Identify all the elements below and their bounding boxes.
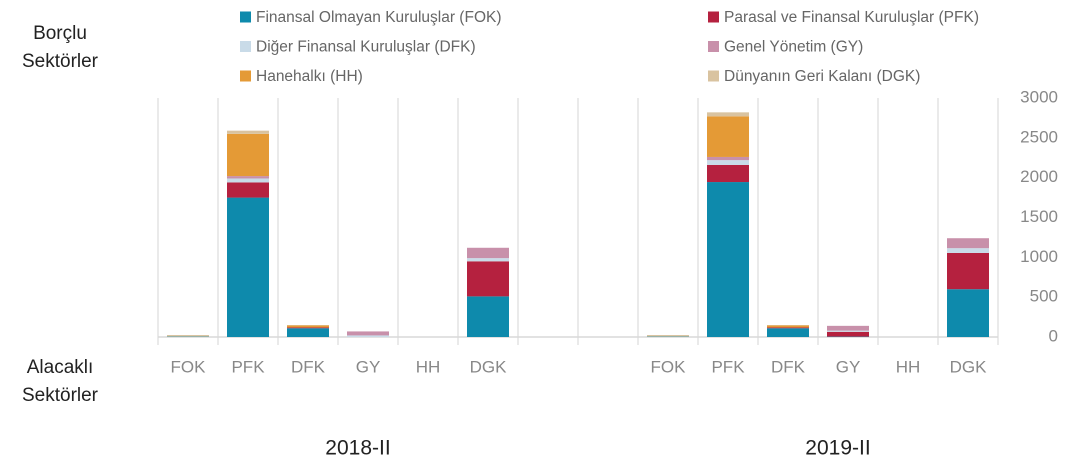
x-axis-title: Alacaklı Sektörler — [21, 357, 99, 406]
bar-segment — [227, 197, 269, 337]
x-tick-label: PFK — [231, 357, 265, 376]
bar-segment — [227, 130, 269, 134]
bar-segment — [227, 133, 269, 177]
bar-segment — [467, 258, 509, 262]
bar-segment — [947, 289, 989, 337]
legend-swatch — [240, 41, 251, 52]
legend-swatch — [708, 70, 719, 82]
x-tick-label: FOK — [651, 357, 687, 376]
bar-segment — [227, 178, 269, 183]
bar-segment — [467, 247, 509, 259]
bar-segment — [947, 238, 989, 249]
x-tick-label: DFK — [291, 357, 326, 376]
bar-segment — [227, 182, 269, 198]
bar-segment — [947, 252, 989, 290]
bar-segment — [827, 330, 869, 332]
bar-segment — [347, 335, 389, 337]
bar-segment — [347, 331, 389, 336]
y-tick-label: 3000 — [1020, 87, 1058, 106]
x-tick-label: DGK — [470, 357, 508, 376]
bar-segment — [707, 164, 749, 183]
bar-segment — [467, 261, 509, 297]
bar-segment — [827, 325, 869, 331]
bar-segment — [287, 327, 329, 329]
y-tick-label: 500 — [1030, 287, 1058, 306]
bar-segment — [707, 112, 749, 117]
bar-segment — [167, 335, 209, 337]
x-tick-label: HH — [896, 357, 921, 376]
bar-segment — [467, 296, 509, 337]
x-tick-label: FOK — [171, 357, 207, 376]
legend-label: Hanehalkı (HH) — [256, 68, 363, 85]
bar-segment — [767, 325, 809, 328]
bar-segment — [707, 160, 749, 165]
legend-swatch — [240, 11, 251, 23]
y-tick-label: 0 — [1049, 326, 1058, 345]
y-tick-label: 1500 — [1020, 207, 1058, 226]
y-tick-label: 1000 — [1020, 247, 1058, 266]
x-tick-label: GY — [836, 357, 861, 376]
bar-segment — [287, 328, 329, 337]
group-label: 2019-II — [805, 437, 870, 460]
y-axis-title: Borçlu Sektörler — [21, 23, 99, 72]
group-label: 2018-II — [325, 437, 390, 460]
x-tick-label: DFK — [771, 357, 806, 376]
bar-segment — [767, 328, 809, 337]
bar-segment — [227, 176, 269, 179]
legend-label: Genel Yönetim (GY) — [724, 39, 863, 56]
legend-swatch — [240, 70, 251, 82]
bar-segment — [767, 327, 809, 329]
legend-swatch — [708, 11, 719, 23]
x-tick-label: HH — [416, 357, 441, 376]
bar-segment — [647, 335, 689, 337]
bar-segment — [707, 156, 749, 161]
bar-segment — [287, 325, 329, 328]
x-tick-label: DGK — [950, 357, 988, 376]
legend-swatch — [708, 41, 719, 52]
legend-label: Parasal ve Finansal Kuruluşlar (PFK) — [724, 9, 979, 26]
bar-segment — [707, 182, 749, 337]
bar-segment — [827, 331, 869, 337]
x-tick-label: GY — [356, 357, 381, 376]
bar-segment — [947, 248, 989, 253]
y-tick-label: 2500 — [1020, 127, 1058, 146]
legend-label: Finansal Olmayan Kuruluşlar (FOK) — [256, 9, 502, 26]
bar-segment — [707, 116, 749, 157]
legend-label: Dünyanın Geri Kalanı (DGK) — [724, 68, 920, 85]
legend-label: Diğer Finansal Kuruluşlar (DFK) — [256, 39, 476, 56]
y-tick-label: 2000 — [1020, 167, 1058, 186]
x-tick-label: PFK — [711, 357, 745, 376]
